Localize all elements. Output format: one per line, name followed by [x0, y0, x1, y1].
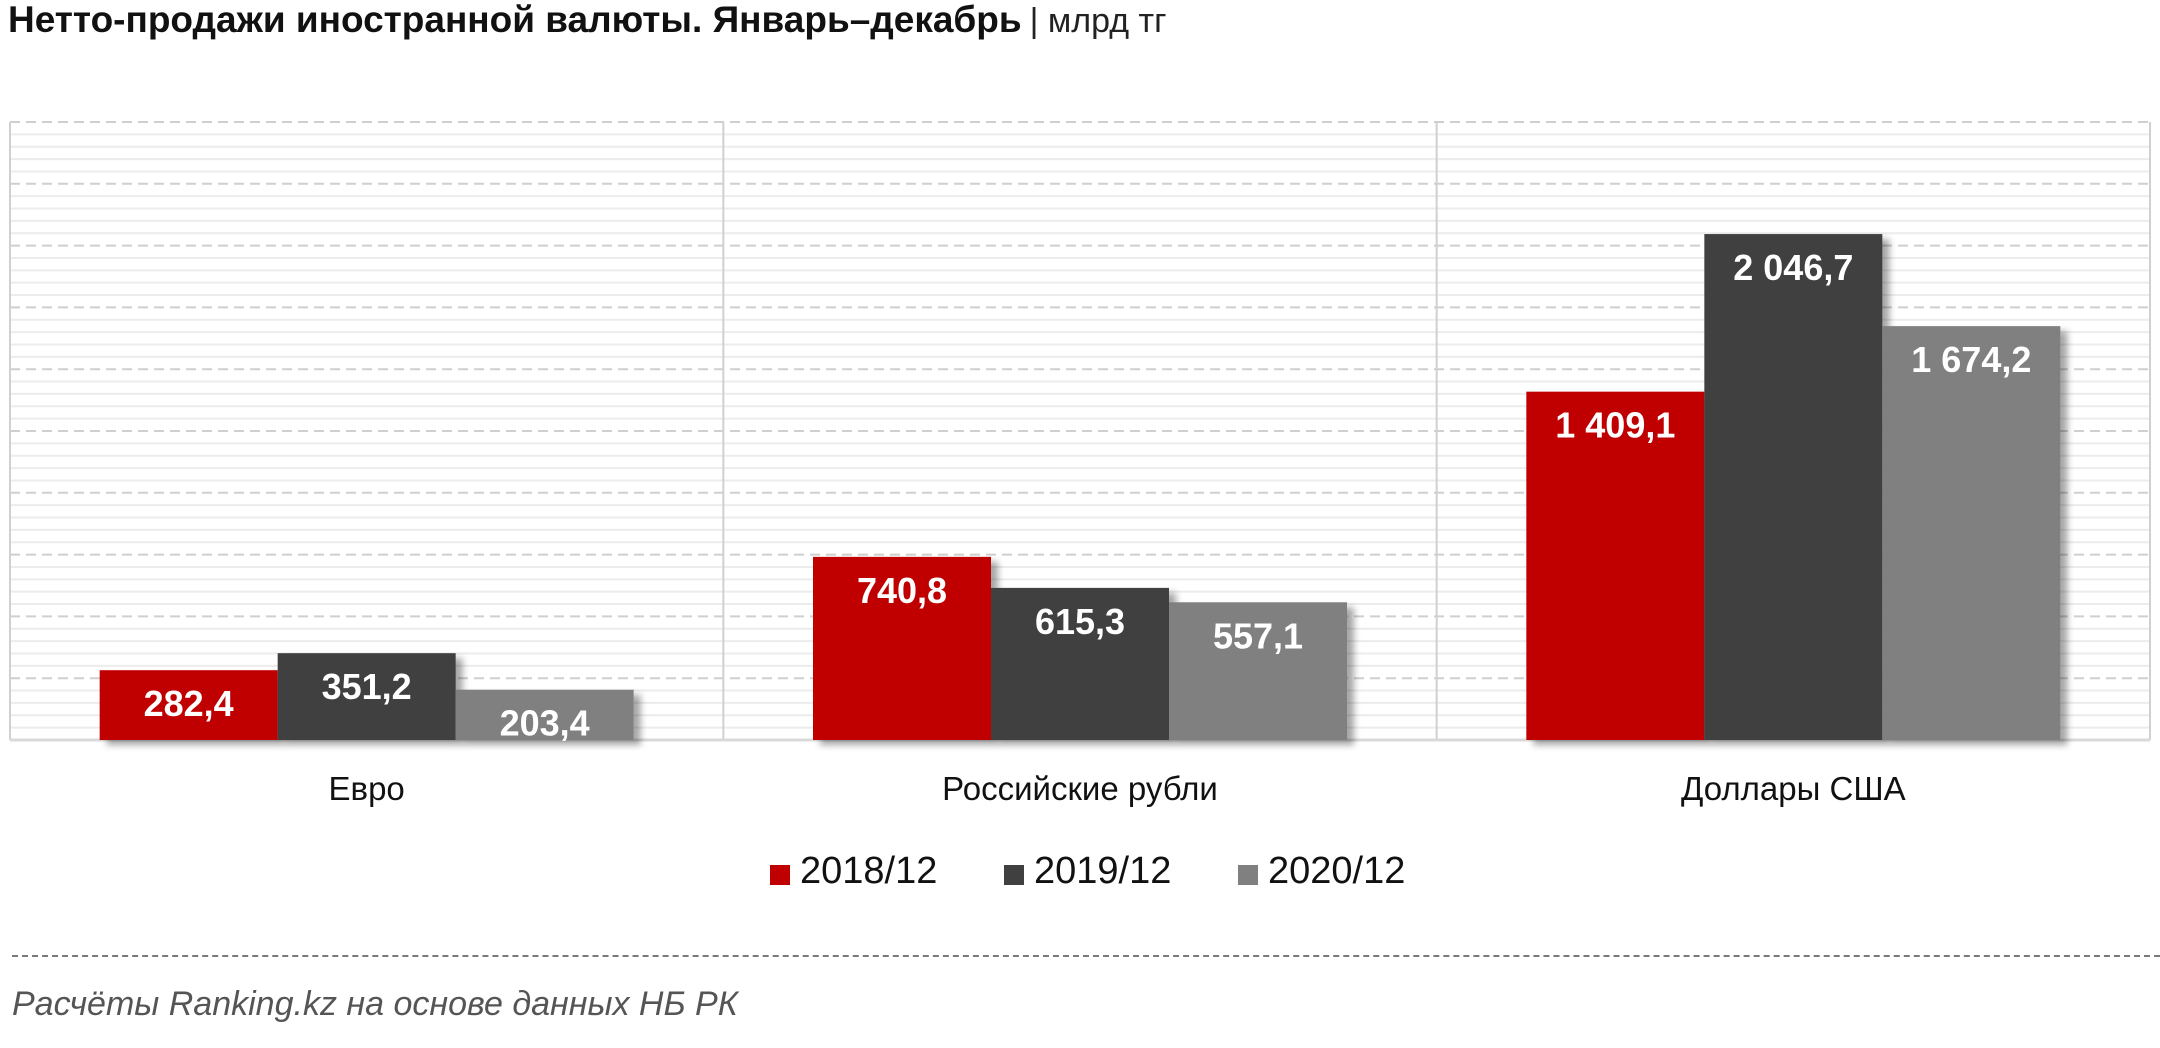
bar — [277, 653, 456, 740]
category-label: Евро — [329, 770, 405, 807]
data-label: 1 674,2 — [1911, 339, 2031, 380]
data-label: 615,3 — [1035, 601, 1125, 642]
bar — [1704, 234, 1883, 740]
legend-label: 2020/12 — [1268, 850, 1405, 892]
data-label: 282,4 — [144, 683, 234, 724]
data-label: 351,2 — [322, 666, 412, 707]
chart-title-row: Нетто-продажи иностранной валюты. Январь… — [8, 0, 1167, 44]
legend-label: 2019/12 — [1034, 850, 1171, 892]
category-label: Доллары США — [1681, 770, 1906, 807]
bar — [813, 556, 991, 740]
data-label: 2 046,7 — [1733, 247, 1853, 288]
bar-chart: 282,4 351,2 203,4 Евро 740,8 615,3 557,1 Россий… — [9, 121, 2151, 892]
data-label: 203,4 — [500, 703, 590, 744]
bar — [99, 670, 278, 740]
legend-swatch — [770, 865, 790, 885]
bar — [455, 689, 634, 740]
legend-swatch — [1238, 865, 1258, 885]
bar — [991, 587, 1169, 740]
category-label: Российские рубли — [942, 770, 1218, 807]
data-label: 1 409,1 — [1555, 405, 1675, 446]
source-note: Расчёты Ranking.kz на основе данных НБ Р… — [12, 985, 738, 1023]
bar — [1882, 326, 2061, 740]
bar — [1169, 602, 1347, 740]
legend-label: 2018/12 — [800, 850, 937, 892]
data-label: 557,1 — [1213, 615, 1303, 656]
data-label: 740,8 — [857, 570, 947, 611]
divider — [12, 955, 2160, 957]
chart-unit: | млрд тг — [1029, 2, 1167, 40]
legend-swatch — [1004, 865, 1024, 885]
bar — [1526, 391, 1705, 740]
chart-title: Нетто-продажи иностранной валюты. Январь… — [8, 0, 1022, 40]
